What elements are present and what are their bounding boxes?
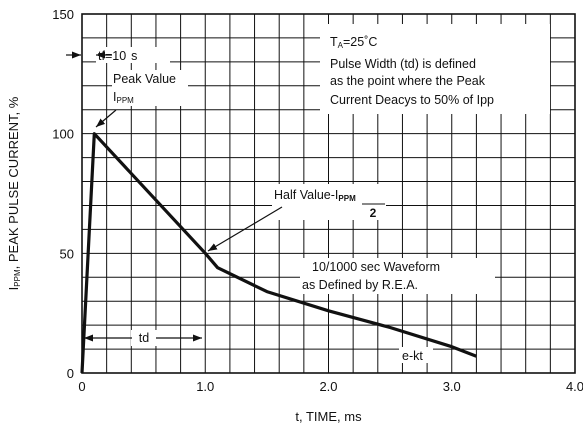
y-axis-label: IPPM, PEAK PULSE CURRENT, % (6, 96, 22, 290)
conditions-temp-sub: A (338, 41, 344, 50)
y-axis-label-main: I (6, 287, 21, 291)
plot-frame (81, 13, 576, 374)
x-tick-label: 4.0 (566, 379, 583, 394)
conditions-temperature: TA=25˚C (330, 35, 377, 50)
conditions-temp-value: =25˚C (343, 35, 377, 49)
tf-label-unit: s (131, 49, 137, 63)
annotations: tf=10 s Peak Value IPPM TA=25˚C Pulse Wid… (66, 24, 550, 363)
series (80, 132, 477, 374)
waveform-label-line-1: 10/1000 sec Waveform (312, 260, 440, 274)
tick-labels: 0 1.0 2.0 3.0 4.0 0 50 100 150 (52, 7, 583, 394)
conditions-box-bg (320, 24, 550, 114)
peak-value-arrow (95, 109, 117, 128)
peak-value-symbol-sub: PPM (116, 96, 134, 105)
x-axis-label: t, TIME, ms (295, 409, 362, 424)
conditions-line-2: Pulse Width (td) is defined (330, 57, 476, 71)
waveform-label-bg (300, 258, 495, 294)
conditions-line-4: Current Deacys to 50% of Ipp (330, 93, 494, 107)
tf-label: tf=10 s (98, 49, 137, 63)
y-tick-label: 50 (60, 246, 74, 261)
waveform-label-line-2: as Defined by R.E.A. (302, 278, 418, 292)
x-tick-label: 0 (78, 379, 85, 394)
half-value-arrow (207, 206, 283, 252)
y-axis-label-sub: PPM (13, 269, 22, 287)
y-tick-label: 100 (52, 127, 74, 142)
peak-value-label: Peak Value (113, 72, 176, 86)
half-value-text: Half Value-I (274, 188, 338, 202)
conditions-temp-symbol: T (330, 35, 338, 49)
tf-label-value: tf=10 (98, 49, 126, 63)
half-value-label: Half Value-IPPM (274, 188, 356, 203)
ekt-label: e-kt (402, 349, 423, 363)
x-tick-label: 2.0 (319, 379, 337, 394)
td-label: td (139, 331, 149, 345)
peak-value-symbol: IPPM (113, 90, 134, 105)
half-value-denominator: 2 (370, 206, 377, 220)
half-value-bg (272, 184, 386, 220)
conditions-line-3: as the point where the Peak (330, 74, 486, 88)
tf-label-bg (96, 47, 170, 63)
y-tick-label: 0 (67, 366, 74, 381)
y-tick-label: 150 (52, 7, 74, 22)
ekt-label-bg (399, 347, 433, 363)
peak-value-bg (112, 70, 188, 106)
half-value-sub: PPM (338, 194, 356, 203)
x-tick-label: 1.0 (196, 379, 214, 394)
peak-value-symbol-main: I (113, 90, 116, 104)
y-axis-label-rest: , PEAK PULSE CURRENT, % (6, 96, 21, 269)
series-line (80, 132, 477, 374)
td-label-bg (131, 330, 157, 346)
x-tick-label: 3.0 (443, 379, 461, 394)
